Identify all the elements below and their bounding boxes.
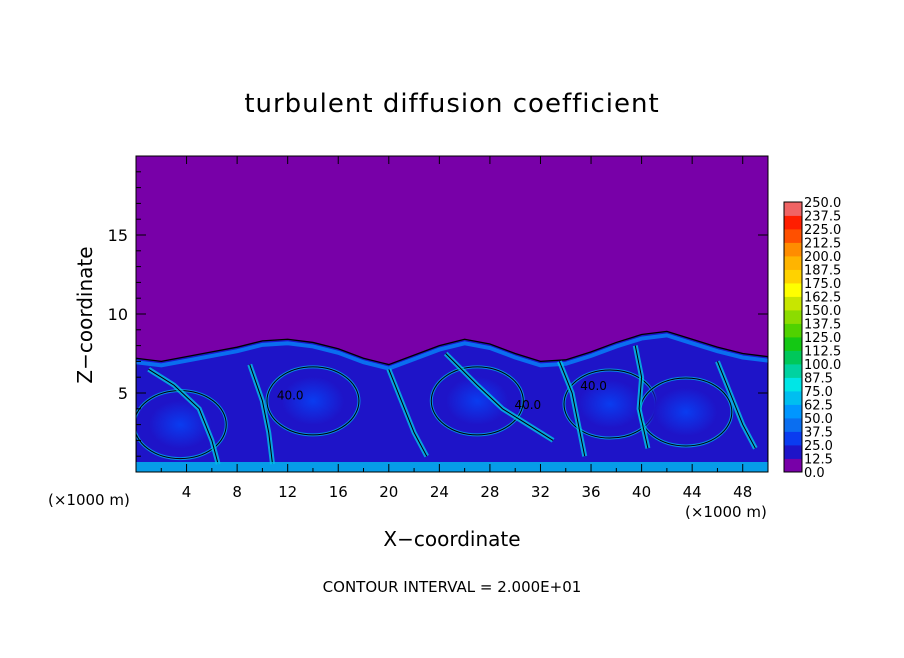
colorbar-label: 25.0 [804, 439, 833, 454]
colorbar-swatch [784, 404, 802, 419]
x-tick-label: 32 [531, 483, 550, 501]
colorbar: 0.012.525.037.550.062.575.087.5100.0112.… [783, 196, 841, 481]
colorbar-label: 12.5 [804, 453, 833, 468]
colorbar-label: 125.0 [804, 331, 841, 346]
contour-interval-footer: CONTOUR INTERVAL = 2.000E+01 [323, 578, 582, 596]
colorbar-label: 187.5 [804, 264, 841, 279]
chart-title: turbulent diffusion coefficient [244, 89, 659, 119]
contour-line [558, 361, 586, 457]
colorbar-label: 112.5 [804, 345, 841, 360]
contour-line [445, 353, 554, 441]
colorbar-label: 162.5 [804, 291, 841, 306]
contour-line [634, 345, 649, 449]
eddy-core [136, 384, 233, 465]
contour-line [148, 368, 219, 465]
colorbar-swatch [784, 391, 802, 405]
colorbar-swatch [784, 310, 802, 324]
x-tick-label: 12 [278, 483, 297, 501]
colorbar-label: 100.0 [804, 358, 841, 373]
contour-labels: 40.0 40.0 40.0 [277, 379, 607, 412]
eddy-core [558, 364, 662, 445]
colorbar-swatch [784, 283, 802, 297]
y-tick-label: 15 [108, 226, 128, 245]
colorbar-label: 137.5 [804, 318, 841, 333]
surface-layer [136, 462, 768, 472]
contour-line [716, 361, 756, 449]
eddy-core [260, 360, 365, 441]
colorbar-label: 212.5 [804, 237, 841, 252]
y-axis: 5 10 15 [108, 171, 768, 457]
x-tick-label: 24 [430, 483, 449, 501]
colorbar-swatch [784, 229, 802, 243]
colorbar-swatch [784, 256, 802, 270]
x-tick-label: 36 [581, 483, 600, 501]
colorbar-label: 237.5 [804, 210, 841, 225]
colorbar-label: 50.0 [804, 412, 833, 427]
contour-label: 40.0 [277, 388, 304, 402]
eddy-core [425, 360, 530, 441]
colorbar-label: 200.0 [804, 250, 841, 265]
x-tick-label: 16 [329, 483, 348, 501]
colorbar-label: 87.5 [804, 372, 833, 387]
x-tick-label: 8 [232, 483, 242, 501]
y-tick-label: 10 [108, 305, 128, 324]
contour-line [266, 366, 360, 436]
y-tick-label: 5 [118, 384, 128, 403]
x-tick-label: 40 [632, 483, 651, 501]
colorbar-frame [783, 201, 803, 473]
contour-streaks [147, 345, 758, 465]
contour-line [249, 364, 274, 465]
colorbar-swatch [784, 337, 802, 351]
x-axis-label: X−coordinate [383, 527, 520, 551]
x-tick-label: 4 [182, 483, 192, 501]
x-axis: 4 8 12 16 20 24 28 32 36 40 44 48 [160, 156, 752, 501]
contour-line [430, 366, 524, 436]
plot-area: 40.0 40.0 40.0 [136, 156, 768, 472]
colorbar-label: 225.0 [804, 223, 841, 238]
colorbar-swatch [784, 215, 802, 230]
y-axis-label: Z−coordinate [73, 246, 97, 383]
colorbar-swatch [784, 418, 802, 432]
colorbar-swatch [784, 445, 802, 459]
turbulent-band [136, 333, 768, 371]
colorbar-swatch [784, 458, 802, 473]
colorbar-label: 62.5 [804, 399, 833, 414]
colorbar-label: 250.0 [804, 196, 841, 211]
colorbar-swatch [784, 377, 802, 392]
contour-line [388, 369, 428, 457]
colorbar-label: 37.5 [804, 426, 833, 441]
colorbar-swatch [784, 242, 802, 257]
x-unit-right: (×1000 m) [685, 503, 767, 521]
contour-label: 40.0 [514, 398, 541, 412]
x-tick-label: 20 [379, 483, 398, 501]
colorbar-label: 75.0 [804, 385, 833, 400]
colorbar-swatch [784, 350, 802, 365]
colorbar-label: 175.0 [804, 277, 841, 292]
colorbar-swatch [784, 364, 802, 378]
contour-label: 40.0 [580, 379, 607, 393]
eddy-cores [136, 360, 738, 465]
colorbar-swatch [784, 431, 802, 446]
colorbar-swatch [784, 296, 802, 311]
x-tick-label: 28 [480, 483, 499, 501]
x-tick-label: 48 [733, 483, 752, 501]
colorbar-swatch [784, 269, 802, 284]
eddy-core [633, 371, 738, 452]
colorbar-label: 0.0 [804, 466, 825, 481]
x-unit-left: (×1000 m) [48, 491, 130, 509]
colorbar-swatch [784, 323, 802, 338]
colorbar-swatch [784, 202, 802, 216]
colorbar-label: 150.0 [804, 304, 841, 319]
x-tick-label: 44 [683, 483, 702, 501]
